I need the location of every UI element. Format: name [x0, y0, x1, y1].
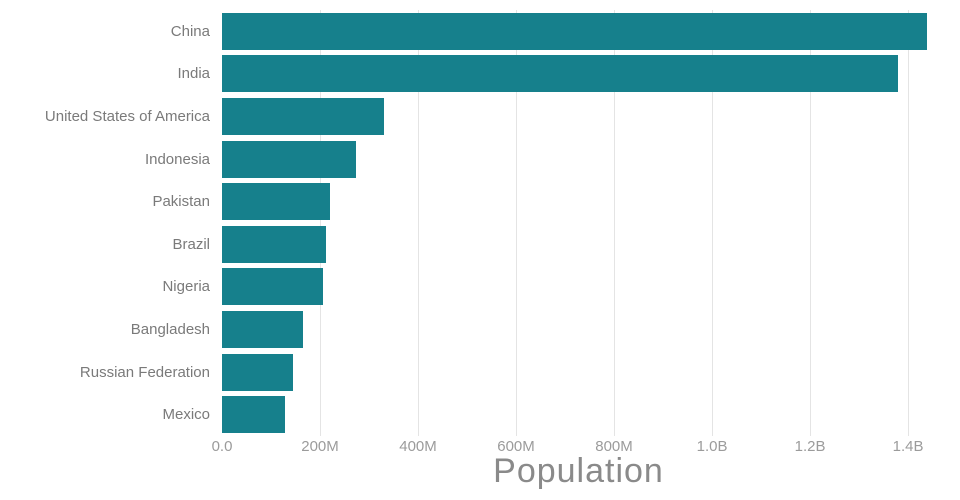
x-axis-title: Population [493, 452, 664, 490]
bar [222, 225, 327, 263]
x-tick-label: 0.0 [211, 438, 233, 455]
bar-row: Brazil [0, 223, 935, 266]
bar-track [222, 10, 935, 53]
bar-row: Bangladesh [0, 308, 935, 351]
bar-label: Bangladesh [130, 320, 210, 338]
bar-label: China [170, 22, 210, 40]
bar [222, 97, 385, 135]
x-axis-ticks: 0.0 200M 400M 600M 800M 1.0B 1.2B 1.4B [212, 438, 935, 456]
bar [222, 353, 294, 391]
x-tick-label: 1.0B [696, 438, 728, 455]
bar-track [222, 308, 935, 351]
x-tick-label: 600M [497, 438, 535, 455]
bar-rows: China India United States of America Indone… [0, 10, 935, 436]
bar [222, 55, 899, 93]
x-tick-label: 800M [595, 438, 633, 455]
bar [222, 268, 323, 306]
bar-row: India [0, 53, 935, 96]
bar-track [222, 53, 935, 96]
bar-track [222, 393, 935, 436]
bar [222, 183, 331, 221]
bar-label: United States of America [44, 107, 210, 125]
bar-row: Pakistan [0, 180, 935, 223]
bar-row: Nigeria [0, 266, 935, 309]
x-tick-label: 400M [399, 438, 437, 455]
bar [222, 12, 928, 50]
bar-row: Mexico [0, 393, 935, 436]
bar-label: Russian Federation [79, 363, 210, 381]
x-tick-label: 1.4B [892, 438, 924, 455]
bar-track [222, 95, 935, 138]
bar-track [222, 351, 935, 394]
bar-label: Mexico [162, 406, 210, 424]
bar-label: Pakistan [152, 193, 210, 211]
bar-track [222, 223, 935, 266]
bar-track [222, 138, 935, 181]
bar-row: United States of America [0, 95, 935, 138]
bar [222, 140, 357, 178]
bar-row: China [0, 10, 935, 53]
bar-label: Brazil [172, 235, 210, 253]
bar-row: Indonesia [0, 138, 935, 181]
bar-label: India [177, 65, 210, 83]
bar [222, 310, 303, 348]
bar [222, 396, 286, 434]
x-tick-label: 1.2B [794, 438, 826, 455]
bar-row: Russian Federation [0, 351, 935, 394]
bar-label: Indonesia [144, 150, 210, 168]
bar-track [222, 266, 935, 309]
bar-label: Nigeria [162, 278, 210, 296]
bar-track [222, 180, 935, 223]
x-tick-label: 200M [301, 438, 339, 455]
